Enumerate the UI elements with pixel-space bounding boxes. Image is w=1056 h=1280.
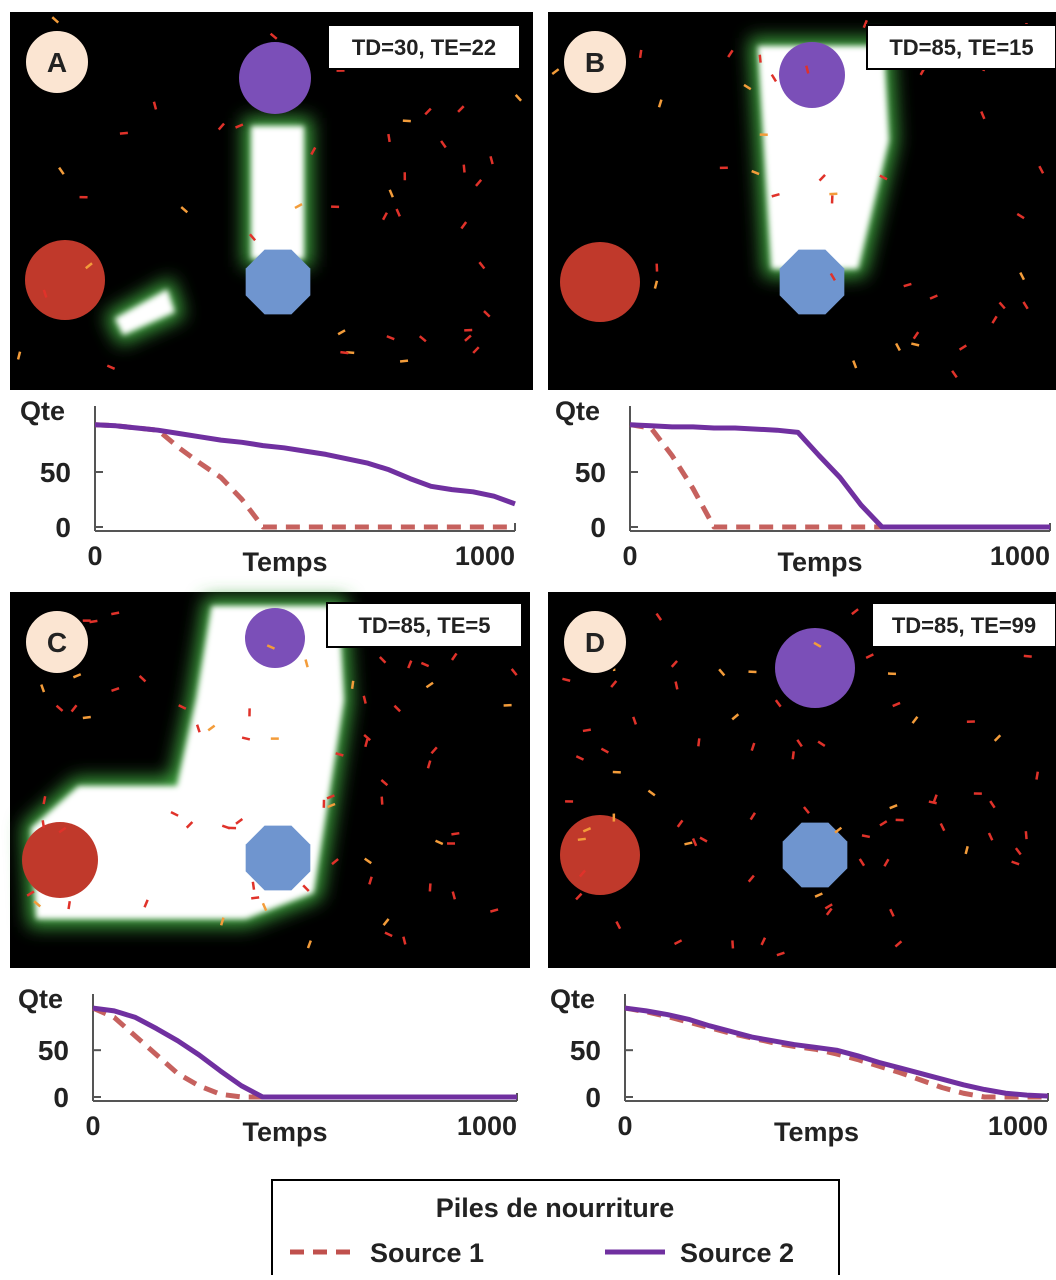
food-source-blue xyxy=(246,826,311,891)
ant xyxy=(583,730,591,731)
food-source-blue xyxy=(246,250,311,315)
y-tick-label: 0 xyxy=(585,1082,601,1113)
ant xyxy=(253,882,254,890)
y-tick-label: 0 xyxy=(53,1082,69,1113)
annotation: TD=85, TE=5 xyxy=(358,613,490,638)
ant xyxy=(69,901,70,909)
legend-title: Piles de nourriture xyxy=(436,1193,675,1223)
panel-label: A xyxy=(47,47,67,78)
ant xyxy=(382,797,383,805)
ant xyxy=(1026,831,1027,839)
legend-label: Source 2 xyxy=(680,1238,794,1268)
y-tick-label: 50 xyxy=(575,457,606,488)
ant xyxy=(1036,772,1037,780)
ant xyxy=(44,796,46,804)
x-tick-label: 0 xyxy=(85,1111,100,1141)
food-source-1 xyxy=(560,242,640,322)
food-source-blue xyxy=(780,250,845,315)
ant xyxy=(464,165,465,173)
food-source-1 xyxy=(25,240,105,320)
ant xyxy=(732,940,733,948)
panel-label: D xyxy=(585,627,605,658)
series-line xyxy=(93,1008,517,1097)
x-tick-label: 1000 xyxy=(990,541,1050,571)
annotation: TD=85, TE=99 xyxy=(892,613,1036,638)
x-tick-label: 1000 xyxy=(988,1111,1048,1141)
y-tick-label: 0 xyxy=(55,512,71,543)
panel-label: C xyxy=(47,627,67,658)
y-tick-label: 50 xyxy=(38,1035,69,1066)
ant xyxy=(403,121,411,122)
y-tick-label: 50 xyxy=(570,1035,601,1066)
y-axis-label: Qte xyxy=(555,396,600,426)
ant xyxy=(43,820,44,828)
food-source-2 xyxy=(775,628,855,708)
food-source-2 xyxy=(239,42,311,114)
food-source-1 xyxy=(560,815,640,895)
x-tick-label: 0 xyxy=(622,541,637,571)
y-axis-label: Qte xyxy=(550,984,595,1014)
ant xyxy=(676,682,678,690)
ant xyxy=(862,835,870,837)
ant xyxy=(120,133,128,134)
x-tick-label: 1000 xyxy=(455,541,515,571)
ant xyxy=(698,738,699,746)
y-axis-label: Qte xyxy=(20,396,65,426)
y-tick-label: 50 xyxy=(40,457,71,488)
food-source-2 xyxy=(245,608,305,668)
food-source-blue xyxy=(783,823,848,888)
ant xyxy=(640,50,641,58)
ant xyxy=(1024,656,1032,657)
panel-label: B xyxy=(585,47,605,78)
series-line xyxy=(95,425,515,504)
ant xyxy=(451,833,459,834)
y-axis-label: Qte xyxy=(18,984,63,1014)
annotation: TD=30, TE=22 xyxy=(352,35,496,60)
x-tick-label: 0 xyxy=(617,1111,632,1141)
ant xyxy=(400,361,408,362)
x-axis-label: Temps xyxy=(242,1117,327,1147)
ant xyxy=(684,843,692,845)
ant xyxy=(340,352,348,353)
annotation: TD=85, TE=15 xyxy=(889,35,1033,60)
ant xyxy=(251,897,259,898)
ant xyxy=(929,802,937,804)
legend-label: Source 1 xyxy=(370,1238,484,1268)
ant xyxy=(388,134,389,142)
y-tick-label: 0 xyxy=(590,512,606,543)
ant xyxy=(90,621,98,622)
ant xyxy=(352,681,353,689)
series-line xyxy=(95,425,515,527)
ant xyxy=(578,839,586,840)
ant xyxy=(760,55,761,63)
food-source-1 xyxy=(22,822,98,898)
ant xyxy=(430,883,431,891)
series-line xyxy=(625,1008,1048,1096)
ant xyxy=(83,717,91,718)
ant xyxy=(793,751,794,759)
x-tick-label: 1000 xyxy=(457,1111,517,1141)
x-axis-label: Temps xyxy=(777,547,862,577)
x-tick-label: 0 xyxy=(87,541,102,571)
x-axis-label: Temps xyxy=(774,1117,859,1147)
series-line xyxy=(630,425,1050,527)
ant xyxy=(111,613,119,615)
food-source-2 xyxy=(779,42,845,108)
x-axis-label: Temps xyxy=(242,547,327,577)
